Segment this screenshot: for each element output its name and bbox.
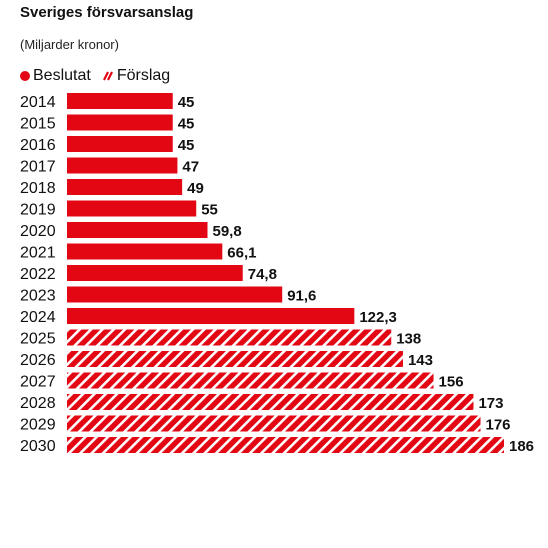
- year-label: 2027: [20, 374, 56, 391]
- bar-forslag: [67, 394, 474, 410]
- legend-item-forslag: Förslag: [102, 67, 171, 85]
- year-label: 2017: [20, 159, 56, 176]
- chart-legend: Beslutat Förslag: [20, 67, 182, 85]
- year-label: 2026: [20, 352, 56, 369]
- bar-beslutat: [67, 179, 183, 195]
- value-label: 45: [178, 94, 195, 111]
- bar-beslutat: [67, 114, 173, 131]
- year-label: 2022: [20, 266, 56, 283]
- year-label: 2029: [20, 417, 56, 434]
- value-label: 122,3: [359, 309, 397, 326]
- year-label: 2019: [20, 202, 56, 219]
- value-label: 91,6: [287, 288, 316, 305]
- value-label: 138: [396, 331, 421, 348]
- bar-beslutat: [67, 222, 208, 238]
- year-label: 2014: [20, 94, 56, 111]
- value-label: 45: [178, 116, 195, 133]
- bar-beslutat: [67, 136, 173, 152]
- value-label: 66,1: [227, 245, 256, 262]
- legend-item-beslutat: Beslutat: [20, 67, 91, 85]
- bar-forslag: [67, 437, 504, 453]
- bar-forslag: [67, 372, 434, 389]
- bar-beslutat: [67, 93, 173, 109]
- value-label: 176: [486, 417, 511, 434]
- bar-beslutat: [67, 308, 355, 324]
- value-label: 74,8: [248, 266, 277, 283]
- bar-forslag: [67, 415, 481, 432]
- year-label: 2030: [20, 438, 56, 455]
- year-label: 2028: [20, 395, 56, 412]
- year-label: 2021: [20, 245, 56, 262]
- bars-group: 2014 45 2015 45 2016 45 2017 47 2018 49 2019 55 2020…: [20, 93, 534, 455]
- value-label: 49: [187, 180, 204, 197]
- bar-beslutat: [67, 286, 283, 303]
- legend-dot-solid: [20, 71, 30, 81]
- value-label: 156: [439, 374, 464, 391]
- bar-forslag: [67, 329, 392, 346]
- year-label: 2015: [20, 116, 56, 133]
- legend-label-forslag: Förslag: [116, 67, 171, 84]
- bar-beslutat: [67, 243, 223, 260]
- legend-swatch-hatched: [102, 71, 113, 81]
- bar-beslutat: [67, 200, 197, 217]
- value-label: 47: [182, 159, 199, 176]
- value-label: 173: [478, 395, 503, 412]
- value-label: 59,8: [212, 223, 241, 240]
- year-label: 2024: [20, 309, 56, 326]
- chart-subtitle: (Miljarder kronor): [20, 37, 119, 52]
- year-label: 2025: [20, 331, 56, 348]
- value-label: 186: [509, 438, 534, 455]
- year-label: 2018: [20, 180, 56, 197]
- bar-forslag: [67, 351, 403, 367]
- value-label: 55: [201, 202, 218, 219]
- year-label: 2016: [20, 137, 56, 154]
- year-label: 2020: [20, 223, 56, 240]
- bar-beslutat: [67, 265, 243, 281]
- value-label: 143: [408, 352, 433, 369]
- chart-title: Sveriges försvarsanslag: [20, 4, 194, 21]
- year-label: 2023: [20, 288, 56, 305]
- bar-beslutat: [67, 157, 178, 174]
- value-label: 45: [178, 137, 195, 154]
- legend-label-beslutat: Beslutat: [33, 67, 91, 84]
